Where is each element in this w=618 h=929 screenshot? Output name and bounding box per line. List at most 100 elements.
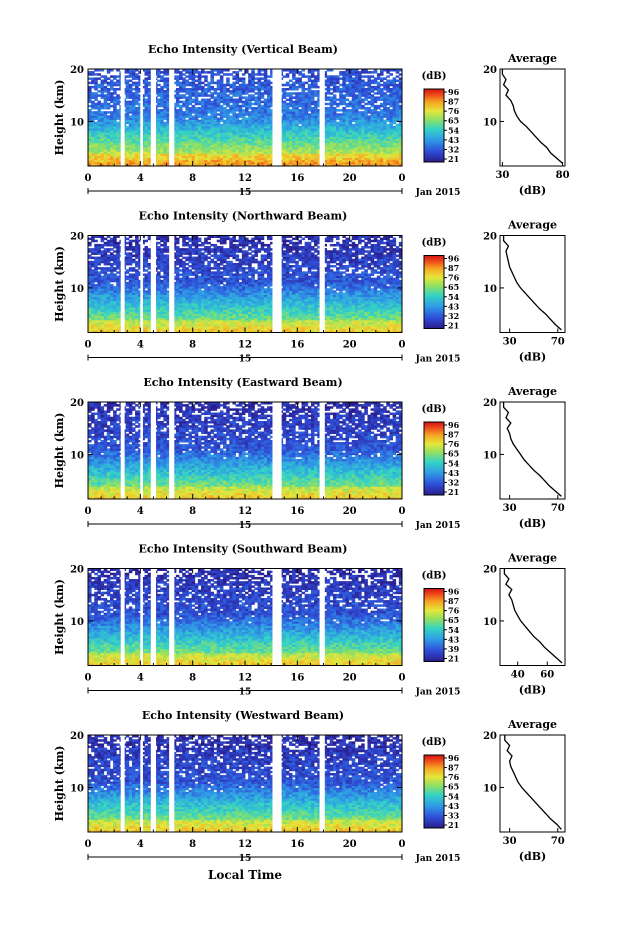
x-tick-label: 8	[189, 839, 196, 850]
data-gap	[169, 235, 175, 333]
y-axis-label: Height (km)	[53, 246, 66, 322]
panel-4: Echo Intensity (Southward Beam) 10 20 Heigh…	[53, 543, 566, 698]
profile-x-label: (dB)	[519, 351, 546, 364]
date-label: Jan 2015	[415, 521, 461, 531]
colorbar-tick-label: 65	[448, 116, 459, 126]
data-gap	[150, 402, 157, 499]
profile-y-tick-label: 10	[483, 450, 497, 461]
y-tick-label: 10	[70, 783, 84, 794]
profile-x-tick-label: 30	[503, 337, 517, 348]
profile-y-tick-label: 10	[483, 284, 497, 295]
x-tick-label: 0	[85, 173, 92, 184]
x-tick-label: 12	[238, 506, 252, 517]
profile-line	[502, 235, 562, 331]
x-tick-label: 8	[189, 173, 196, 184]
heatmap-field	[88, 568, 403, 666]
colorbar-label: (dB)	[422, 238, 447, 249]
profile-x-tick-label: 60	[540, 670, 554, 681]
y-tick-label: 20	[70, 398, 84, 409]
colorbar-tick-label: 76	[448, 106, 460, 116]
data-gap	[319, 735, 325, 832]
y-axis-label: Height (km)	[53, 579, 66, 655]
profile-y-tick-label: 10	[483, 617, 497, 628]
data-gap	[169, 69, 175, 166]
colorbar-tick-label: 65	[448, 449, 459, 459]
colorbar-label: (dB)	[422, 71, 447, 82]
profile-title: Average	[507, 52, 557, 65]
day-label: 15	[239, 854, 252, 864]
colorbar-tick-label: 76	[448, 772, 460, 782]
colorbar-tick-label: 96	[448, 420, 460, 430]
data-gap	[140, 69, 143, 166]
x-tick-label: 8	[189, 340, 196, 351]
colorbar-tick-label: 54	[448, 625, 460, 635]
data-gap	[140, 235, 143, 333]
x-tick-label: 4	[137, 340, 144, 351]
colorbar	[423, 88, 445, 163]
y-axis-label: Height (km)	[53, 413, 66, 489]
data-gap	[272, 402, 282, 499]
data-gap	[120, 402, 125, 499]
y-tick-label: 10	[70, 117, 84, 128]
colorbar-tick-label: 43	[448, 468, 460, 478]
data-gap	[140, 402, 143, 499]
panel-5: Echo Intensity (Westward Beam) 10 20 Height…	[53, 709, 566, 864]
y-tick-label: 10	[70, 450, 84, 461]
colorbar-tick-label: 32	[448, 144, 459, 154]
profile-x-tick-label: 30	[503, 836, 517, 847]
profile-x-tick-label: 40	[511, 670, 525, 681]
data-gap	[150, 69, 157, 166]
profile-frame	[499, 235, 566, 333]
x-tick-label: 4	[137, 506, 144, 517]
profile-x-tick-label: 80	[556, 170, 570, 181]
x-tick-label: 12	[238, 340, 252, 351]
x-tick-label: 20	[343, 173, 357, 184]
panel-3: Echo Intensity (Eastward Beam) 10 20 Height…	[53, 376, 566, 531]
data-gap	[272, 235, 282, 333]
data-gap	[150, 568, 157, 666]
profile-x-label: (dB)	[519, 517, 546, 530]
heatmap-field	[88, 235, 403, 333]
x-tick-label: 4	[137, 839, 144, 850]
profile-line	[504, 735, 562, 830]
data-gap	[169, 735, 175, 832]
panel-2: Echo Intensity (Northward Beam) 10 20 Heigh…	[53, 210, 566, 365]
x-tick-label: 12	[238, 173, 252, 184]
data-gap	[319, 402, 325, 499]
x-tick-label: 16	[290, 506, 304, 517]
colorbar-tick-label: 65	[448, 782, 459, 792]
colorbar-label: (dB)	[422, 571, 447, 582]
colorbar-tick-label: 96	[448, 254, 460, 264]
profile-frame	[499, 734, 566, 833]
data-gap	[272, 568, 282, 666]
date-label: Jan 2015	[415, 188, 461, 198]
data-gap	[169, 402, 175, 499]
day-label: 15	[239, 688, 252, 698]
data-gap	[120, 735, 125, 832]
profile-x-tick-label: 30	[495, 170, 509, 181]
colorbar	[423, 421, 445, 496]
data-gap	[319, 235, 325, 333]
x-tick-label: 0	[399, 839, 406, 850]
heatmap-field	[88, 69, 403, 167]
profile-y-tick-label: 20	[483, 731, 497, 742]
profile-frame	[499, 68, 566, 167]
profile-line	[501, 69, 564, 164]
colorbar-tick-label: 54	[448, 125, 460, 135]
profile-x-tick-label: 30	[503, 503, 517, 514]
colorbar	[423, 754, 445, 829]
data-gap	[272, 735, 282, 832]
x-tick-label: 0	[399, 673, 406, 684]
colorbar-tick-label: 96	[448, 753, 460, 763]
panel-title: Echo Intensity (Southward Beam)	[139, 543, 348, 556]
profile-title: Average	[507, 552, 557, 565]
profile-title: Average	[507, 385, 557, 398]
day-label: 15	[239, 355, 252, 365]
colorbar-tick-label: 54	[448, 791, 460, 801]
x-tick-label: 8	[189, 673, 196, 684]
panel-1: Echo Intensity (Vertical Beam) 10 20 Height…	[53, 43, 570, 198]
colorbar-tick-label: 96	[448, 87, 460, 97]
x-tick-label: 16	[290, 673, 304, 684]
colorbar-tick-label: 43	[448, 135, 460, 145]
